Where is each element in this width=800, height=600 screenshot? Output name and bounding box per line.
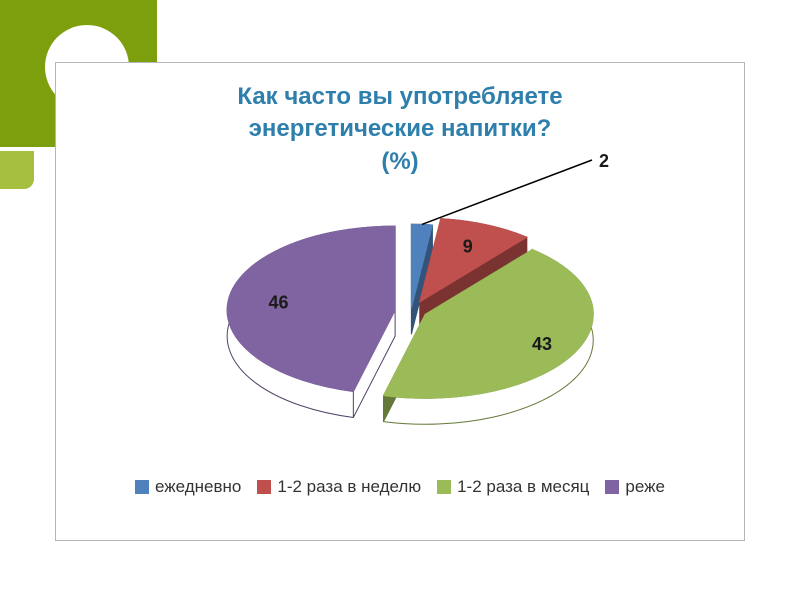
legend-swatch-rarely — [605, 480, 620, 494]
chart-legend: ежедневно 1-2 раза в неделю 1-2 раза в м… — [56, 477, 744, 497]
callout-line — [421, 159, 593, 226]
slice-value-label: 43 — [532, 334, 552, 354]
legend-swatch-daily — [135, 480, 150, 494]
legend-label-1-2-month: 1-2 раза в месяц — [457, 477, 590, 496]
slice-value-label: 46 — [268, 293, 288, 313]
chart-container: Как часто вы употребляете энергетические… — [55, 62, 745, 541]
legend-label-1-2-week: 1-2 раза в неделю — [277, 477, 422, 496]
legend-item-rarely: реже — [605, 477, 665, 497]
chart-title: Как часто вы употребляете энергетические… — [237, 83, 563, 175]
legend-label-daily: ежедневно — [155, 477, 242, 496]
legend-label-rarely: реже — [625, 477, 665, 496]
slide-decoration-green-strip — [0, 151, 34, 189]
legend-item-1-2-week: 1-2 раза в неделю — [257, 477, 421, 497]
legend-item-1-2-month: 1-2 раза в месяц — [437, 477, 589, 497]
pie-slice-3 — [226, 225, 396, 392]
pie-chart: 2 9 43 46 — [226, 151, 609, 425]
legend-swatch-1-2-month — [437, 480, 452, 494]
legend-item-daily: ежедневно — [135, 477, 241, 497]
legend-swatch-1-2-week — [257, 480, 272, 494]
slice-value-label: 2 — [599, 151, 609, 171]
pie-slice-2 — [382, 248, 594, 399]
slice-value-label: 9 — [463, 236, 473, 256]
pie-slice-1 — [418, 218, 528, 303]
